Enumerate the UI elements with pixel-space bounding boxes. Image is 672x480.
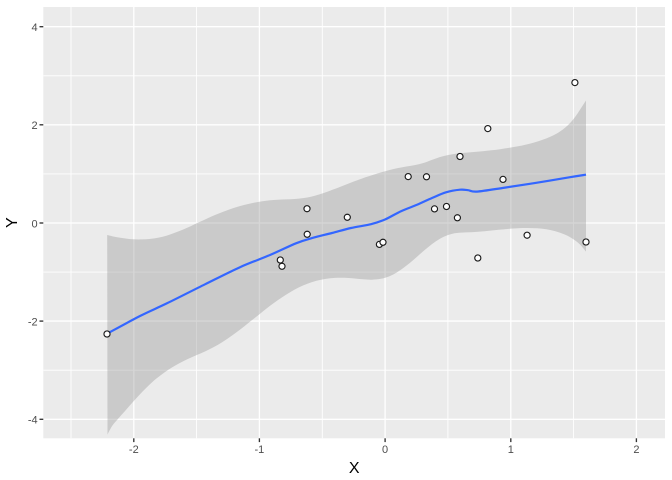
svg-text:0: 0: [31, 218, 37, 230]
svg-text:Y: Y: [4, 217, 21, 228]
svg-text:-4: -4: [28, 415, 38, 427]
svg-text:-2: -2: [129, 444, 139, 456]
svg-text:2: 2: [633, 444, 639, 456]
svg-text:2: 2: [31, 120, 37, 132]
svg-text:1: 1: [508, 444, 514, 456]
svg-text:4: 4: [31, 22, 37, 34]
svg-text:0: 0: [382, 444, 388, 456]
svg-text:X: X: [349, 460, 360, 477]
svg-text:-1: -1: [255, 444, 265, 456]
svg-text:-2: -2: [28, 316, 38, 328]
